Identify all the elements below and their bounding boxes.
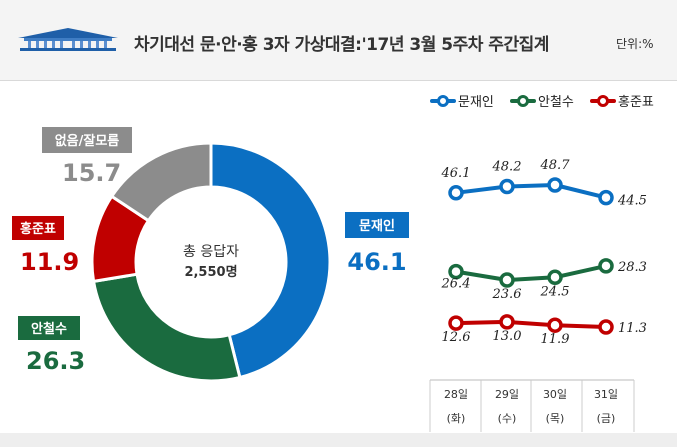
callout-label-1: 안철수	[31, 321, 67, 337]
data-label-1-1: 23.6	[492, 287, 522, 302]
chart-title: 차기대선 문·안·홍 3자 가상대결:'17년 3월 5주차 주간집계	[134, 35, 549, 55]
header-bar: 차기대선 문·안·홍 3자 가상대결:'17년 3월 5주차 주간집계 단위:%	[0, 0, 677, 81]
center-label-title: 총 응답자	[183, 244, 239, 260]
center-label-count: 2,550명	[184, 264, 237, 280]
data-label-2-3: 11.3	[618, 321, 647, 336]
data-point-2-1	[499, 314, 515, 330]
data-point-1-3	[598, 258, 614, 274]
series-line-2	[455, 319, 607, 329]
legend-marker-1	[517, 95, 529, 107]
callout-box-0	[345, 212, 409, 238]
data-point-2-0	[448, 315, 464, 331]
data-label-2-1: 13.0	[493, 329, 522, 344]
data-label-1-2: 24.5	[540, 284, 570, 299]
legend-marker-2	[597, 95, 609, 107]
callout-value-0: 46.1	[347, 248, 406, 276]
x-tick-label-2: 30일	[543, 387, 567, 401]
data-point-1-0	[448, 263, 464, 280]
legend-label-2: 홍준표	[618, 95, 654, 110]
data-label-1-3: 28.3	[617, 260, 647, 275]
data-point-0-1	[499, 178, 515, 195]
footer-bar	[0, 433, 677, 447]
data-label-2-2: 11.9	[541, 332, 570, 347]
callout-value-1: 26.3	[26, 347, 85, 375]
data-label-0-2: 48.7	[540, 158, 571, 173]
donut-slice-0	[209, 141, 332, 380]
data-point-2-3	[598, 319, 614, 335]
legend-marker-0	[437, 95, 449, 107]
data-point-1-1	[499, 272, 515, 288]
x-tick-label-1: 29일	[495, 387, 519, 401]
data-point-0-2	[547, 177, 563, 193]
legend-label-1: 안철수	[538, 95, 574, 110]
data-label-0-0: 46.1	[441, 166, 471, 181]
callout-box-1	[18, 316, 80, 340]
donut-slice-1	[91, 272, 242, 383]
callout-label-0: 문재인	[359, 218, 395, 234]
callout-label-2: 홍준표	[20, 221, 56, 237]
x-tick-sublabel-2: (목)	[546, 412, 565, 425]
callout-value-2: 11.9	[20, 248, 79, 276]
data-label-0-3: 44.5	[617, 194, 647, 209]
donut-chart: 총 응답자 2,550명 문재인 46.1 안철수 26.3 홍준표 11.9 없음/잘모름 15…	[0, 80, 420, 433]
x-tick-sublabel-3: (금)	[597, 412, 616, 425]
x-tick-label-0: 28일	[444, 387, 468, 401]
callout-label-3: 없음/잘모름	[55, 133, 120, 149]
line-chart: 문재인 안철수 홍준표 28일 (화) 29일 (수) 30일 (목) 31일 (금) 46.1 48.…	[420, 80, 677, 433]
data-point-1-2	[547, 269, 563, 286]
unit-label: 단위:%	[616, 37, 654, 51]
x-tick-label-3: 31일	[594, 387, 618, 401]
callout-value-3: 15.7	[62, 159, 121, 187]
donut-slice-3	[109, 141, 213, 223]
legend-label-0: 문재인	[458, 95, 494, 110]
data-point-0-3	[598, 189, 614, 206]
x-tick-sublabel-1: (수)	[498, 412, 517, 425]
data-point-2-2	[547, 317, 563, 333]
blue-house-logo-icon	[18, 28, 118, 51]
data-label-0-1: 48.2	[492, 160, 522, 175]
data-point-0-0	[448, 185, 464, 201]
callout-box-2	[12, 216, 64, 240]
callout-box-3	[42, 127, 132, 153]
data-label-2-0: 12.6	[442, 330, 471, 345]
x-tick-sublabel-0: (화)	[447, 412, 466, 425]
series-line-0	[455, 183, 607, 200]
series-line-1	[455, 263, 607, 282]
data-label-1-0: 26.4	[441, 277, 471, 292]
